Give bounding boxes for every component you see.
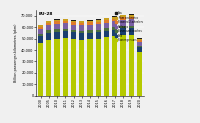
Bar	[87, 25, 93, 30]
Bar	[104, 31, 109, 37]
Bar	[87, 39, 93, 96]
Bar	[112, 21, 117, 27]
Bar	[120, 28, 126, 35]
Bar	[54, 29, 60, 32]
Bar	[38, 37, 43, 43]
Bar	[46, 30, 51, 33]
Bar	[129, 15, 134, 17]
Bar	[112, 17, 117, 19]
Bar	[104, 23, 109, 29]
Bar	[79, 23, 84, 25]
Bar	[87, 21, 93, 23]
Bar	[112, 27, 117, 30]
Bar	[96, 32, 101, 38]
Bar	[129, 28, 134, 35]
Bar	[71, 32, 76, 39]
Bar	[38, 29, 43, 34]
Bar	[71, 22, 76, 25]
Bar	[54, 20, 60, 21]
Bar	[137, 42, 142, 46]
Bar	[46, 25, 51, 30]
Bar	[96, 38, 101, 96]
Bar	[112, 36, 117, 96]
Bar	[54, 19, 60, 20]
Bar	[129, 17, 134, 19]
Bar	[137, 52, 142, 96]
Bar	[96, 20, 101, 22]
Bar	[63, 31, 68, 38]
Bar	[63, 29, 68, 31]
Bar	[129, 19, 134, 26]
Bar	[46, 23, 51, 25]
Bar	[71, 39, 76, 96]
Bar	[79, 33, 84, 40]
Bar	[54, 38, 60, 96]
Bar	[63, 19, 68, 21]
Bar	[104, 20, 109, 23]
Bar	[71, 30, 76, 32]
Bar	[38, 25, 43, 27]
Y-axis label: Billion passenger-kilometres (pkm): Billion passenger-kilometres (pkm)	[14, 24, 18, 82]
Bar	[96, 19, 101, 20]
Bar	[120, 15, 126, 17]
Bar	[96, 22, 101, 24]
Bar	[71, 25, 76, 30]
Bar	[38, 43, 43, 96]
Bar	[87, 33, 93, 39]
Bar	[87, 20, 93, 21]
Bar	[79, 31, 84, 33]
Bar	[54, 21, 60, 24]
Bar	[87, 23, 93, 25]
Bar	[104, 18, 109, 20]
Bar	[46, 33, 51, 40]
Bar	[137, 38, 142, 40]
Bar	[46, 21, 51, 23]
Bar	[120, 26, 126, 28]
Bar	[120, 20, 126, 26]
Bar	[87, 30, 93, 33]
Bar	[46, 40, 51, 96]
Bar	[54, 32, 60, 38]
Bar	[137, 47, 142, 52]
Text: EU-28: EU-28	[38, 12, 53, 16]
Bar	[96, 30, 101, 32]
Bar	[129, 26, 134, 28]
Bar	[38, 34, 43, 37]
Bar	[54, 24, 60, 29]
Bar	[71, 21, 76, 22]
Bar	[104, 37, 109, 96]
Bar	[104, 29, 109, 31]
Bar	[120, 35, 126, 96]
Bar	[120, 17, 126, 20]
Bar	[112, 19, 117, 21]
Bar	[129, 14, 134, 15]
Bar	[63, 38, 68, 96]
Bar	[112, 16, 117, 17]
Bar	[79, 21, 84, 23]
Bar	[112, 30, 117, 36]
Bar	[63, 21, 68, 23]
Bar	[129, 35, 134, 96]
Bar	[79, 40, 84, 96]
Bar	[63, 23, 68, 29]
Bar	[137, 40, 142, 42]
Bar	[137, 46, 142, 47]
Bar	[79, 25, 84, 31]
Bar	[71, 20, 76, 21]
Legend: Sea, Tram and metro, Powered 2-wheelers, Railways, Buses and coaches, BUS, Passe: Sea, Tram and metro, Powered 2-wheelers,…	[115, 11, 143, 42]
Bar	[38, 27, 43, 29]
Bar	[96, 24, 101, 30]
